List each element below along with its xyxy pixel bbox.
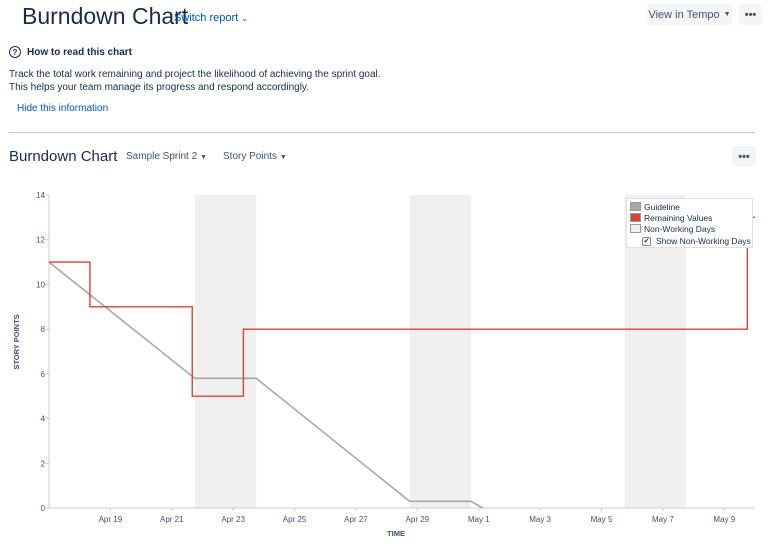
show-non-working-days-checkbox[interactable]: ✔ Show Non-Working Days xyxy=(642,236,751,246)
legend-label: Remaining Values xyxy=(644,212,713,223)
caret-down-icon: ▼ xyxy=(279,154,287,161)
more-icon: ••• xyxy=(738,150,750,163)
caret-down-icon: ▼ xyxy=(723,11,731,18)
y-tick-label: 6 xyxy=(41,370,46,379)
x-tick-label: Apr 19 xyxy=(99,515,123,524)
y-tick-label: 0 xyxy=(41,504,46,513)
y-tick-label: 2 xyxy=(41,459,46,468)
remaining-values-series-line xyxy=(49,216,755,397)
legend-item-guideline: Guideline xyxy=(630,201,680,212)
help-line-2: This helps your team manage its progress… xyxy=(9,82,309,93)
x-tick-label: May 9 xyxy=(713,515,735,524)
estimation-dropdown-label: Story Points xyxy=(223,151,277,162)
help-icon-glyph: ? xyxy=(12,47,18,57)
y-tick-label: 14 xyxy=(36,191,45,200)
x-tick-label: Apr 23 xyxy=(221,515,245,524)
legend-swatch-remaining xyxy=(630,213,641,222)
chart-section-title: Burndown Chart xyxy=(9,148,118,165)
help-title: How to read this chart xyxy=(27,47,133,58)
chevron-down-icon: ⌄ xyxy=(241,14,248,23)
x-tick-label: May 5 xyxy=(591,515,613,524)
x-tick-label: May 7 xyxy=(652,515,674,524)
x-tick-label: Apr 29 xyxy=(406,515,430,524)
y-axis-label: STORY POINTS xyxy=(12,314,21,369)
caret-down-icon: ▼ xyxy=(200,154,208,161)
x-tick-label: May 1 xyxy=(468,515,490,524)
y-tick-label: 4 xyxy=(41,415,46,424)
axes-layer xyxy=(45,194,755,511)
non-working-days-layer xyxy=(194,195,686,508)
legend-swatch-guideline xyxy=(630,202,641,211)
legend-item-non-working: Non-Working Days xyxy=(630,223,715,234)
help-description: Track the total work remaining and proje… xyxy=(9,68,381,94)
non-working-band xyxy=(194,195,257,508)
x-tick-label: Apr 21 xyxy=(160,515,184,524)
sprint-dropdown[interactable]: Sample Sprint 2 ▼ xyxy=(126,151,207,162)
legend-item-remaining: Remaining Values xyxy=(630,212,712,223)
legend-label: Guideline xyxy=(644,201,680,212)
more-icon: ••• xyxy=(744,8,757,21)
y-tick-label: 12 xyxy=(36,236,45,245)
hide-information-link[interactable]: Hide this information xyxy=(17,103,109,114)
legend-swatch-non-working xyxy=(630,224,641,233)
page-title: Burndown Chart xyxy=(22,3,189,29)
more-actions-button[interactable]: ••• xyxy=(739,4,762,25)
x-tick-label: Apr 25 xyxy=(283,515,307,524)
switch-report-button[interactable]: Switch report ⌄ xyxy=(174,12,248,24)
guideline-series-line xyxy=(48,261,483,509)
tick-label-layer: 0 2 4 6 8 10 12 14 Apr 19 Apr 21 Apr 23 Apr 25 Apr 2… xyxy=(36,191,736,524)
view-in-tempo-button[interactable]: View in Tempo ▼ xyxy=(647,4,732,25)
view-in-tempo-label: View in Tempo xyxy=(648,8,720,21)
y-tick-label: 8 xyxy=(41,325,46,334)
series-layer xyxy=(48,216,755,509)
x-tick-label: May 3 xyxy=(529,515,551,524)
switch-report-label: Switch report xyxy=(174,12,239,24)
sprint-dropdown-label: Sample Sprint 2 xyxy=(126,151,198,162)
y-tick-label: 10 xyxy=(36,280,45,289)
estimation-dropdown[interactable]: Story Points ▼ xyxy=(223,151,287,162)
chart-legend: Guideline Remaining Values Non-Working D… xyxy=(626,198,753,248)
checkbox-check-icon: ✔ xyxy=(642,236,651,246)
checkbox-label: Show Non-Working Days xyxy=(656,236,751,246)
legend-label: Non-Working Days xyxy=(644,223,716,234)
x-tick-label: Apr 27 xyxy=(344,515,368,524)
help-icon: ? xyxy=(9,46,21,58)
divider xyxy=(9,132,755,133)
non-working-band xyxy=(409,195,472,508)
x-axis-label: TIME xyxy=(387,529,405,538)
help-line-1: Track the total work remaining and proje… xyxy=(9,69,381,80)
chart-more-button[interactable]: ••• xyxy=(732,146,756,167)
